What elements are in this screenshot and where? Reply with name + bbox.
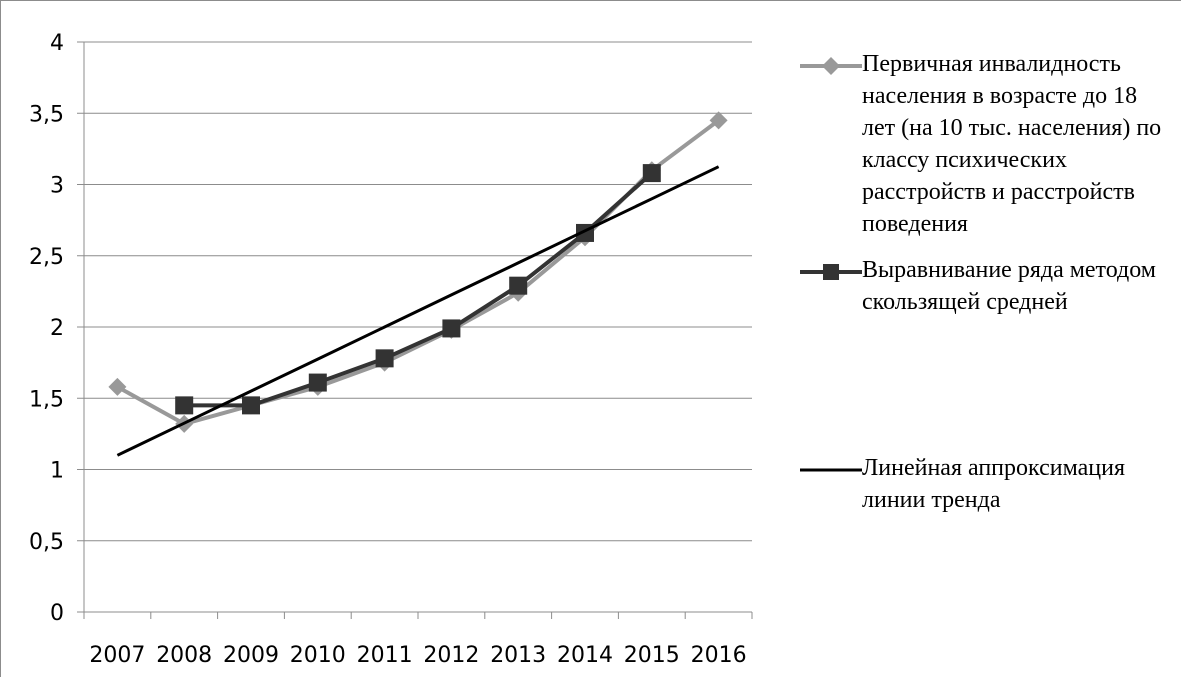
axes <box>77 41 753 619</box>
legend-item-linear-trend: Линейная аппроксимация линии тренда <box>800 452 1172 516</box>
series-line-primary-disability <box>116 118 720 426</box>
data-point-square <box>375 349 394 368</box>
x-tick-label: 2013 <box>490 643 546 668</box>
y-tick-label: 3 <box>50 174 64 199</box>
data-point-square <box>242 396 260 415</box>
x-tick-label: 2014 <box>557 643 613 668</box>
y-tick-label: 0,5 <box>29 530 64 555</box>
y-tick-label: 1 <box>50 459 64 484</box>
x-tick-label: 2016 <box>691 643 747 668</box>
y-tick-label: 2,5 <box>29 245 64 270</box>
x-tick-label: 2012 <box>423 643 479 668</box>
y-tick-label: 1,5 <box>29 387 64 412</box>
x-tick-label: 2011 <box>357 643 413 668</box>
y-tick-label: 3,5 <box>29 102 64 127</box>
data-point-square <box>442 319 461 338</box>
legend-label-moving-average: Выравнивание ряда методом скользящей сре… <box>862 257 1156 315</box>
legend-item-primary-disability: Первичная инвалидность населения в возра… <box>800 48 1172 240</box>
series <box>108 111 728 457</box>
x-tick-label: 2010 <box>290 643 346 668</box>
x-tick-label: 2007 <box>89 643 145 668</box>
legend-item-moving-average: Выравнивание ряда методом скользящей сре… <box>800 254 1172 318</box>
y-tick-label: 2 <box>50 316 64 341</box>
data-point-square <box>642 164 661 183</box>
series-line-linear-trend <box>116 165 720 457</box>
data-point-square <box>308 373 327 392</box>
y-tick-label: 0 <box>50 601 64 626</box>
x-tick-labels: 2007 2008 2009 2010 2011 2012 2013 2014 2015 2016 <box>89 643 746 668</box>
data-point-diamond <box>709 111 728 130</box>
data-point-diamond <box>108 377 127 396</box>
y-tick-label: 4 <box>50 31 64 56</box>
data-point-square <box>509 276 528 295</box>
data-point-square <box>175 396 194 415</box>
x-tick-label: 2015 <box>624 643 680 668</box>
legend-swatch-gray-diamond <box>800 57 862 75</box>
x-tick-label: 2009 <box>223 643 279 668</box>
legend-label-primary-disability: Первичная инвалидность населения в возра… <box>862 51 1162 237</box>
gridlines <box>84 41 752 542</box>
series-line-moving-average <box>184 171 654 408</box>
legend-label-linear-trend: Линейная аппроксимация линии тренда <box>862 455 1125 513</box>
legend-swatch-black-line <box>800 468 862 472</box>
x-tick-label: 2008 <box>156 643 212 668</box>
legend-swatch-dark-square <box>800 264 862 280</box>
y-tick-labels: 0 0,5 1 1,5 2 2,5 3 3,5 4 <box>29 31 64 626</box>
